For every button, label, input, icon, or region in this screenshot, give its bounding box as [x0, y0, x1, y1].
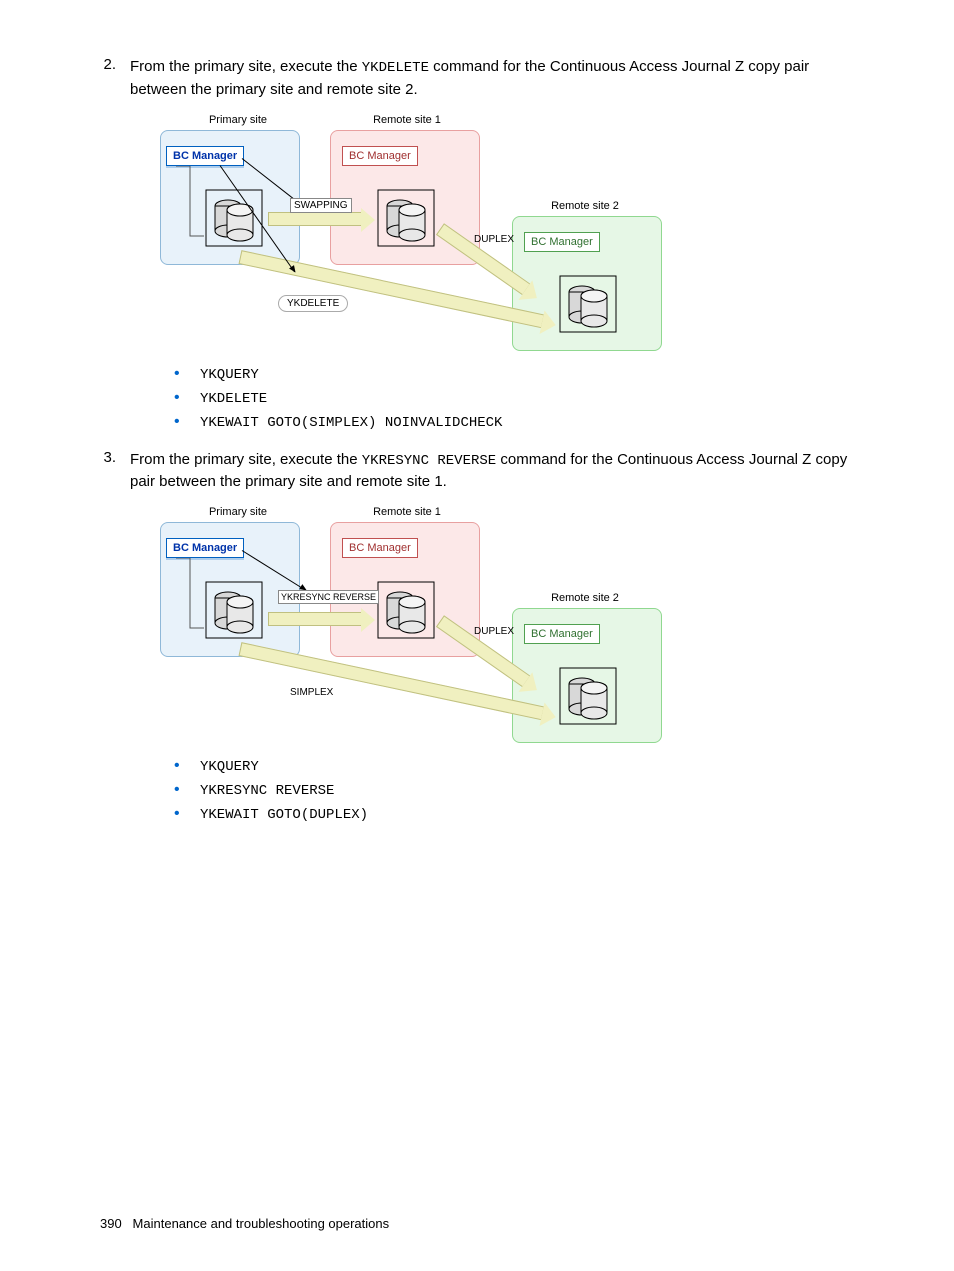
diagram-2: Primary site Remote site 1 Remote site 2…: [160, 504, 670, 749]
d1-bracket-primary: [176, 166, 204, 252]
d2-bc-primary: BC Manager: [166, 538, 244, 558]
step-2: 2. From the primary site, execute the YK…: [100, 56, 866, 100]
d2-cyl-r2: [558, 666, 618, 726]
d2-cyl-primary: [204, 580, 264, 640]
cmd-l1-a: YKQUERY: [160, 365, 866, 383]
cmd-l1-c-text: YKEWAIT GOTO(SIMPLEX) NOINVALIDCHECK: [200, 415, 502, 431]
step-3-text-a: From the primary site, execute the: [130, 451, 362, 468]
cmd-l2-a: YKQUERY: [160, 757, 866, 775]
step-3-number: 3.: [100, 449, 130, 493]
page-footer: 390 Maintenance and troubleshooting oper…: [100, 1216, 389, 1231]
d1-cyl-r2: [558, 274, 618, 334]
step-2-text-a: From the primary site, execute the: [130, 58, 362, 75]
cmd-l2-a-text: YKQUERY: [200, 759, 259, 775]
d2-simplex-label: SIMPLEX: [290, 687, 333, 698]
d1-ykdelete-label: YKDELETE: [278, 295, 348, 312]
step-2-body: From the primary site, execute the YKDEL…: [130, 56, 866, 100]
step-3: 3. From the primary site, execute the YK…: [100, 449, 866, 493]
cmd-l2-b-text: YKRESYNC REVERSE: [200, 783, 334, 799]
diagram-1: Primary site Remote site 1 Remote site 2…: [160, 112, 670, 357]
cmd-l1-b: YKDELETE: [160, 389, 866, 407]
d1-cyl-r1: [376, 188, 436, 248]
d2-bc-r2: BC Manager: [524, 624, 600, 644]
d2-ykresync-label: YKRESYNC REVERSE: [278, 590, 379, 604]
d2-remote2-title: Remote site 2: [545, 592, 625, 604]
d1-primary-title: Primary site: [198, 114, 278, 126]
cmd-l1-c: YKEWAIT GOTO(SIMPLEX) NOINVALIDCHECK: [160, 413, 866, 431]
d2-duplex-label: DUPLEX: [474, 626, 514, 637]
d1-bc-r2: BC Manager: [524, 232, 600, 252]
step-3-cmd: YKRESYNC REVERSE: [362, 453, 496, 469]
cmd-list-1: YKQUERY YKDELETE YKEWAIT GOTO(SIMPLEX) N…: [160, 365, 866, 431]
d1-duplex-label: DUPLEX: [474, 234, 514, 245]
cmd-l1-a-text: YKQUERY: [200, 367, 259, 383]
d1-remote2-title: Remote site 2: [545, 200, 625, 212]
d1-arrow-swapping: [268, 212, 362, 226]
d1-remote1-title: Remote site 1: [367, 114, 447, 126]
cmd-l2-c: YKEWAIT GOTO(DUPLEX): [160, 805, 866, 823]
footer-title: Maintenance and troubleshooting operatio…: [133, 1216, 390, 1231]
cmd-l1-b-text: YKDELETE: [200, 391, 267, 407]
d2-remote1-title: Remote site 1: [367, 506, 447, 518]
d2-bracket-primary: [176, 558, 204, 644]
d1-swapping-label: SWAPPING: [290, 198, 352, 213]
d1-bc-r1: BC Manager: [342, 146, 418, 166]
step-2-cmd: YKDELETE: [362, 60, 429, 76]
d2-cyl-r1: [376, 580, 436, 640]
step-2-number: 2.: [100, 56, 130, 100]
page-number: 390: [100, 1216, 122, 1231]
d2-arrow-top: [268, 612, 362, 626]
cmd-l2-c-text: YKEWAIT GOTO(DUPLEX): [200, 807, 368, 823]
step-3-body: From the primary site, execute the YKRES…: [130, 449, 866, 493]
d1-bc-primary: BC Manager: [166, 146, 244, 166]
d2-bc-r1: BC Manager: [342, 538, 418, 558]
cmd-l2-b: YKRESYNC REVERSE: [160, 781, 866, 799]
cmd-list-2: YKQUERY YKRESYNC REVERSE YKEWAIT GOTO(DU…: [160, 757, 866, 823]
d2-primary-title: Primary site: [198, 506, 278, 518]
